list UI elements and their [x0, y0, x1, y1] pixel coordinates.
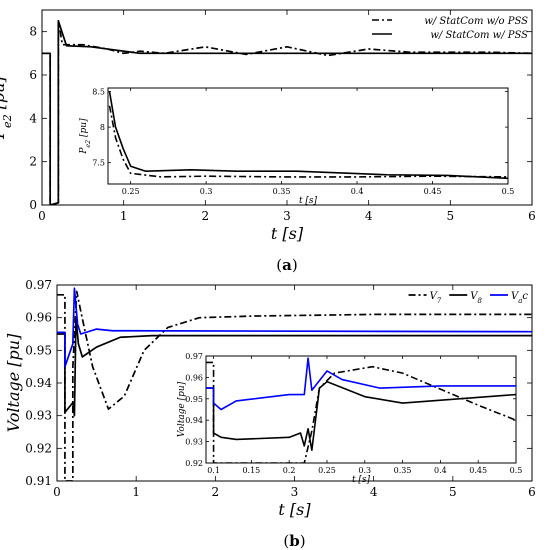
- panel-b-x-axis-label: t [s]: [278, 500, 311, 519]
- panel-b-inset-x-tick-label: 0.15: [242, 466, 260, 475]
- panel-b-y-tick-label: 0.91: [25, 474, 52, 488]
- panel-b-inset-y-tick-label: 0.94: [185, 416, 203, 425]
- panel-a-x-tick-label: 3: [283, 209, 291, 223]
- panel-a-y-tick-label: 6: [29, 68, 37, 82]
- panel-b-inset-series-line-2: [206, 380, 516, 451]
- panel-b-y-tick-label: 0.93: [25, 409, 52, 423]
- panel-a-x-tick-label: 2: [202, 209, 210, 223]
- panel-b-x-tick-label: 3: [291, 485, 299, 499]
- panel-b-inset-plot-frame: [205, 355, 517, 464]
- panel-a-inset-series-line-1: [108, 105, 508, 178]
- panel-b-inset-series: [206, 357, 516, 463]
- panel-a-legend-label: w/ StatCom w/ PSS: [430, 30, 528, 41]
- panel-a-inset-y-tick-label: 7.5: [92, 159, 105, 168]
- panel-b-x-tick-label: 6: [528, 485, 536, 499]
- panel-b-y-tick-label: 0.94: [25, 376, 52, 390]
- panel-a-x-tick-label: 4: [365, 209, 373, 223]
- panel-b-series: [57, 287, 532, 481]
- panel-a: 0 1 2 3 4 5 6 0 2 4 6 8 t [s] Pe2 [pu] w/ StatCom w/o …: [0, 9, 536, 274]
- panel-b-x-tick-label: 5: [449, 485, 457, 499]
- panel-a-inset: 0.25 0.3 0.35 0.4 0.45 0.5 7.5 8 8.5 t [s] Pe2 [pu…: [79, 87, 515, 206]
- panel-a-inset-x-tick-label: 0.5: [502, 187, 515, 196]
- panel-a-inset-y-tick-label: 8: [100, 123, 105, 132]
- panel-b-inset-x-tick-label: 0.1: [207, 466, 220, 475]
- panel-b-legend-label: V7: [430, 291, 442, 305]
- panel-b-inset-series-line-3: [206, 357, 516, 411]
- panel-b-inset-y-tick-label: 0.96: [185, 373, 203, 382]
- panel-b-y-tick-label: 0.95: [25, 343, 52, 357]
- panel-a-legend-label: w/ StatCom w/o PSS: [424, 16, 528, 27]
- panel-a-x-tick-label: 0: [38, 209, 46, 223]
- panel-b-series-line-1: [57, 290, 532, 481]
- panel-a-inset-x-tick-label: 0.45: [424, 187, 442, 196]
- panel-a-y-tick-label: 2: [29, 155, 37, 169]
- panel-a-inset-series-line-2: [108, 91, 508, 180]
- panel-b-inset: 0.1 0.15 0.2 0.25 0.3 0.35 0.4 0.45 0.5 0.92 0.93 0…: [177, 352, 522, 485]
- panel-a-y-axis-label: Pe2 [pu]: [0, 75, 14, 139]
- panel-a-inset-x-tick-label: 0.35: [273, 187, 291, 196]
- panel-a-inset-x-axis-label: t [s]: [299, 196, 318, 206]
- panel-a-x-tick-label: 5: [447, 209, 455, 223]
- panel-a-y-tick-label: 0: [29, 198, 37, 212]
- panel-a-inset-y-tick-label: 8.5: [92, 88, 105, 97]
- panel-a-inset-x-tick-label: 0.3: [200, 187, 213, 196]
- panel-b-inset-x-tick-label: 0.25: [318, 466, 336, 475]
- panel-b-label: (b): [283, 532, 305, 550]
- panel-b-x-tick-label: 1: [132, 485, 140, 499]
- panel-b-inset-y-axis-label: Voltage [pu]: [177, 381, 187, 437]
- panel-b-x-tick-label: 4: [370, 485, 378, 499]
- panel-a-inset-x-tick-label: 0.4: [351, 187, 364, 196]
- panel-a-series: [42, 19, 532, 205]
- panel-b-inset-y-tick-label: 0.95: [185, 395, 203, 404]
- panel-a-inset-x-tick-label: 0.25: [122, 187, 140, 196]
- panel-b-series-line-3: [57, 287, 532, 368]
- panel-b-series-line-2: [57, 316, 532, 417]
- panel-a-x-tick-label: 6: [528, 209, 536, 223]
- panel-a-inset-series: [108, 91, 508, 180]
- panel-a-inset-y-axis-label: Pe2 [pu]: [79, 118, 92, 155]
- panel-b-x-tick-label: 2: [212, 485, 220, 499]
- panel-a-label: (a): [276, 256, 297, 274]
- panel-b-inset-x-tick-label: 0.35: [394, 466, 412, 475]
- panel-a-inset-plot-frame: [107, 87, 509, 185]
- panel-a-y-tick-label: 8: [29, 25, 37, 39]
- panel-b-inset-y-tick-label: 0.93: [185, 438, 203, 447]
- panel-b-inset-x-tick-label: 0.3: [358, 466, 371, 475]
- panel-b-inset-x-tick-label: 0.45: [469, 466, 487, 475]
- panel-a-y-tick-label: 4: [29, 111, 37, 125]
- panel-b-inset-y-tick-label: 0.92: [185, 459, 203, 468]
- panel-b-inset-y-tick-label: 0.97: [185, 352, 203, 361]
- panel-b-y-tick-label: 0.96: [25, 311, 52, 325]
- panel-a-series-line-2: [42, 19, 532, 205]
- panel-b-y-axis-label: Voltage [pu]: [4, 333, 23, 432]
- panel-a-x-tick-label: 1: [120, 209, 128, 223]
- panel-b-inset-x-tick-label: 0.5: [510, 466, 523, 475]
- panel-b-inset-x-axis-label: t [s]: [352, 475, 371, 485]
- panel-b: 0 1 2 3 4 5 6 0.91 0.92 0.93 0.94 0.95 0.96 0.97 t [s]…: [4, 278, 536, 550]
- panel-a-x-axis-label: t [s]: [271, 224, 304, 243]
- panel-b-inset-x-tick-label: 0.2: [283, 466, 296, 475]
- panel-b-legend-label: V8: [470, 291, 482, 305]
- panel-b-x-tick-label: 0: [53, 485, 61, 499]
- panel-b-y-tick-label: 0.97: [25, 278, 52, 292]
- panel-b-inset-x-tick-label: 0.4: [434, 466, 447, 475]
- panel-b-legend-label: Vac: [511, 291, 528, 305]
- panel-b-y-tick-label: 0.92: [25, 441, 52, 455]
